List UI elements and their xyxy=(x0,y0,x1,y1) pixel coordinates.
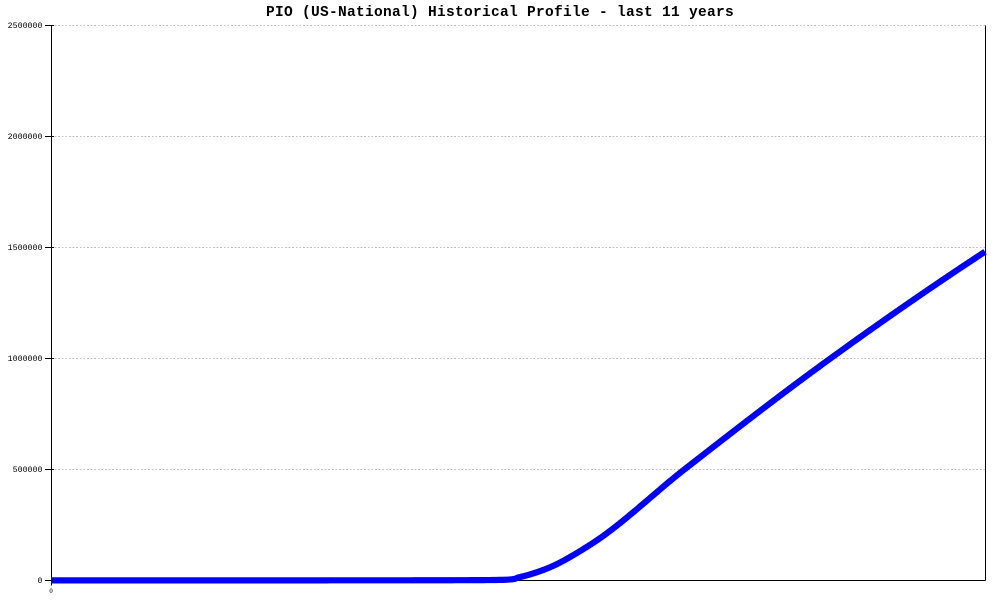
svg-text:1500000: 1500000 xyxy=(8,244,43,253)
svg-text:1000000: 1000000 xyxy=(8,355,43,364)
svg-text:2000000: 2000000 xyxy=(8,133,43,142)
svg-text:0: 0 xyxy=(38,577,43,586)
svg-text:0: 0 xyxy=(49,588,53,595)
svg-text:500000: 500000 xyxy=(13,466,43,475)
svg-text:2500000: 2500000 xyxy=(8,22,43,31)
